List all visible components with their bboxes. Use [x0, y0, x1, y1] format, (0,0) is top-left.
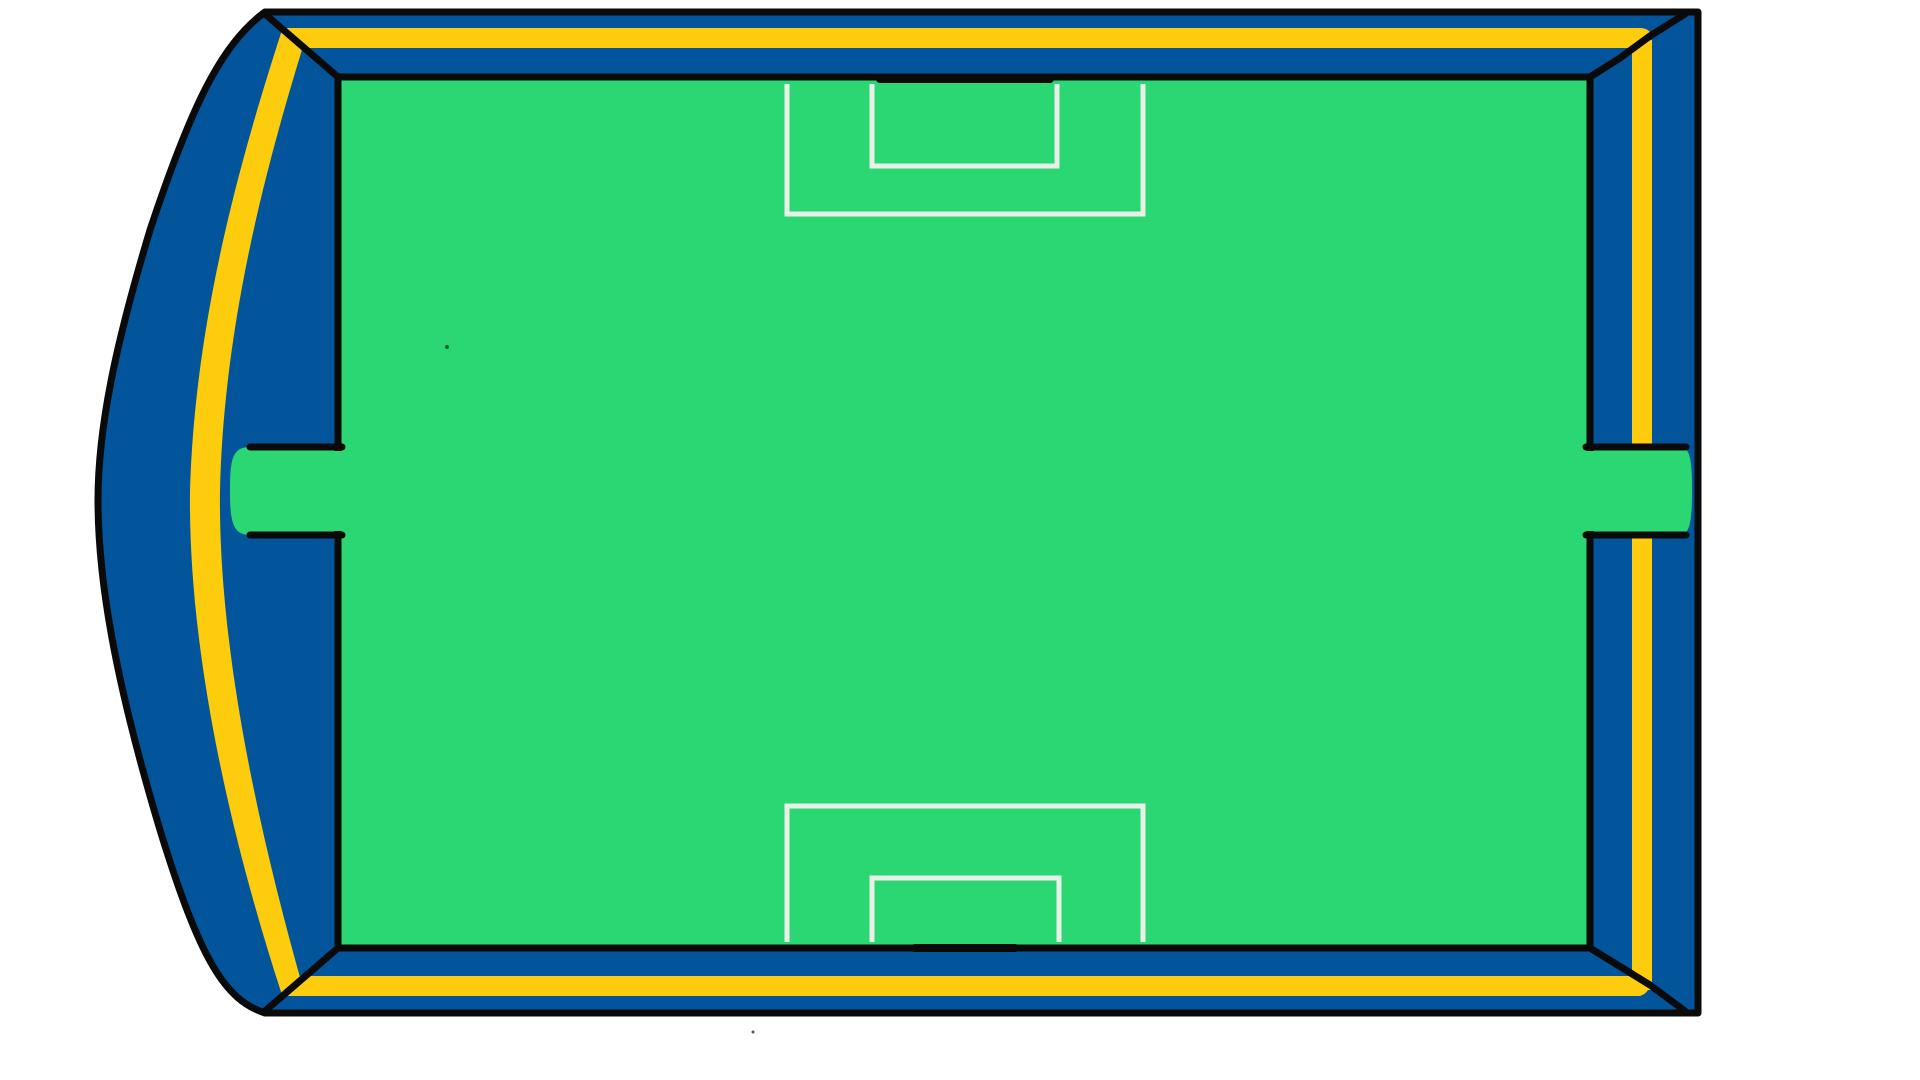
right-tunnel-opening	[1582, 451, 1596, 531]
stand-stripe-left	[189, 30, 305, 995]
top-penalty-box	[784, 84, 1146, 217]
top-six-yard-box	[869, 84, 1060, 169]
speck-mark	[445, 345, 449, 349]
bottom-six-yard-box	[869, 875, 1062, 942]
left-tunnel-opening	[332, 451, 346, 531]
left-tunnel	[230, 447, 345, 535]
stand-stripe-bottom	[282, 976, 1649, 996]
bottom-penalty-box	[784, 803, 1146, 942]
corner-line-bottom-right	[1586, 944, 1689, 1015]
pitch	[334, 73, 1594, 952]
right-tunnel	[1585, 447, 1692, 535]
corner-line-top-right	[1586, 10, 1689, 81]
bottom-goal-area	[784, 803, 1146, 942]
corner-line-bottom-left	[261, 944, 342, 1015]
speck-mark	[751, 1030, 755, 1034]
stand-stripe-top	[278, 28, 1651, 48]
top-goal-area	[784, 84, 1146, 217]
corner-line-top-left	[261, 10, 342, 81]
